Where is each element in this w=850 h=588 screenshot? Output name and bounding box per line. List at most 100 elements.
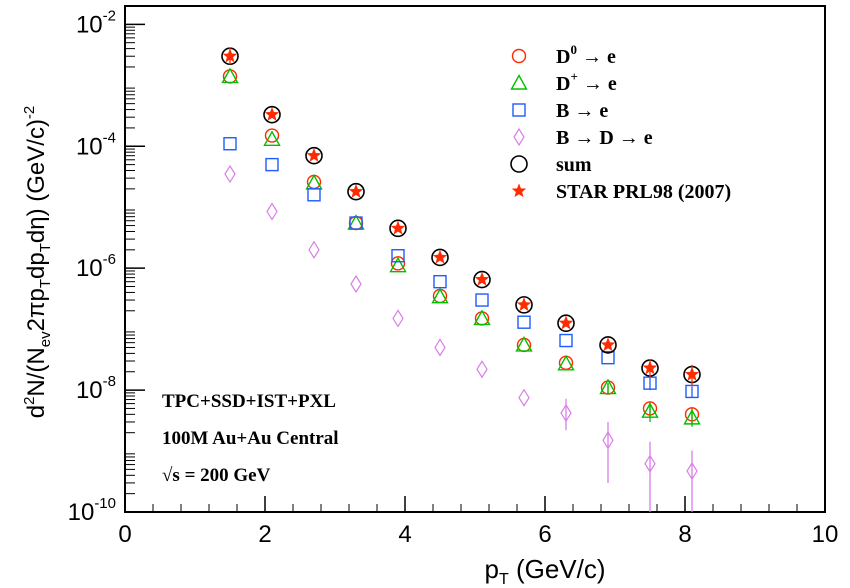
legend-marker: [510, 74, 528, 90]
annotation-block: TPC+SSD+IST+PXL 100M Au+Au Central √s = …: [162, 391, 339, 486]
legend: D0 → eD+ → e B → e B → D → e sum STAR PRL98 …: [510, 42, 731, 203]
data-point: [389, 219, 407, 238]
legend-marker: [511, 183, 527, 198]
data-point: [433, 274, 447, 289]
legend-marker: [510, 155, 528, 173]
data-point: [306, 174, 322, 190]
data-point: [224, 164, 236, 184]
legend-label: sum: [556, 154, 592, 176]
data-point: [350, 274, 362, 294]
y-tick-label: 10-2: [76, 7, 116, 38]
x-axis-label: pT (GeV/c): [484, 554, 605, 588]
series-2: [223, 137, 699, 399]
x-tick-label: 8: [678, 521, 691, 548]
data-point: [264, 128, 280, 143]
data-point: [266, 202, 278, 221]
data-point: [558, 355, 574, 371]
data-point: [602, 431, 614, 450]
data-point: [265, 157, 279, 172]
y-tick-label: 10-10: [68, 495, 116, 526]
data-point: [686, 461, 698, 481]
data-point: [349, 216, 363, 230]
data-point: [518, 388, 530, 407]
data-point: [431, 287, 449, 304]
data-point: [264, 106, 280, 121]
data-point: [473, 270, 491, 289]
data-point: [263, 105, 281, 124]
data-point: [644, 454, 656, 473]
data-point: [599, 336, 617, 354]
series-5: [222, 47, 700, 386]
y-tick-label: 10-4: [76, 129, 116, 160]
data-point: [305, 146, 323, 165]
x-axis-label-rest: (GeV/c): [509, 554, 606, 584]
data-point: [432, 288, 448, 304]
data-point: [223, 137, 237, 151]
plot-area-frame: [124, 5, 826, 513]
x-tick-label: 10: [812, 521, 839, 548]
data-point: [560, 403, 572, 423]
data-point: [684, 366, 700, 381]
data-point: [516, 297, 532, 312]
annotation-detector: TPC+SSD+IST+PXL: [162, 391, 336, 412]
data-series-layer: [221, 47, 701, 512]
data-point: [221, 67, 239, 84]
data-point: [391, 249, 405, 263]
data-point: [432, 249, 448, 264]
data-point: [559, 333, 573, 348]
legend-marker: [513, 127, 525, 147]
data-point: [685, 384, 699, 399]
data-point: [557, 314, 575, 333]
data-point: [517, 315, 531, 329]
x-axis-ticks: 0 2 4 6 8 10: [118, 496, 838, 548]
legend-marker: [512, 103, 526, 117]
annotation-events: 100M Au+Au Central: [162, 428, 339, 449]
x-axis-label-subscript: T: [499, 571, 509, 588]
x-tick-label: 0: [118, 521, 131, 548]
series-0: [222, 69, 700, 424]
legend-marker: [511, 48, 527, 64]
data-point: [515, 336, 533, 352]
data-point: [557, 354, 575, 371]
data-point: [431, 248, 449, 267]
data-point: [600, 337, 616, 352]
annotation-energy: √s = 200 GeV: [162, 465, 271, 486]
data-point: [642, 360, 658, 375]
data-point: [474, 271, 490, 286]
data-point: [347, 182, 365, 201]
x-tick-label: 6: [538, 521, 551, 548]
legend-label: D+ → e: [556, 69, 617, 95]
data-point: [558, 315, 574, 330]
data-point: [307, 188, 321, 202]
data-point: [683, 408, 701, 425]
data-point: [348, 183, 364, 198]
x-tick-label: 2: [258, 521, 271, 548]
legend-label: D0 → e: [556, 42, 616, 68]
data-point: [599, 378, 617, 395]
legend-label: B → e: [556, 100, 608, 122]
data-point: [476, 360, 488, 379]
data-point: [515, 296, 533, 314]
x-tick-label: 4: [398, 521, 411, 548]
y-axis-label: d2N/(Nev2πpTdpTdη) (GeV/c)-2: [21, 106, 54, 419]
legend-label: B → D → e: [556, 127, 653, 149]
data-point: [475, 293, 489, 307]
series-3: [224, 164, 698, 512]
data-point: [641, 402, 659, 418]
data-point: [390, 220, 406, 235]
data-point: [392, 309, 404, 328]
data-point: [389, 256, 407, 273]
data-point: [306, 148, 322, 162]
legend-label: STAR PRL98 (2007): [556, 181, 731, 203]
x-axis-label-main: p: [484, 554, 498, 584]
series-4: [221, 47, 701, 384]
y-tick-label: 10-6: [76, 251, 116, 282]
y-tick-label: 10-8: [76, 373, 116, 404]
y-axis-ticks: 10-2 10-4 10-6 10-8 10-10: [68, 5, 145, 526]
series-1: [221, 67, 701, 427]
data-point: [473, 309, 491, 326]
data-point: [222, 48, 238, 63]
data-point: [601, 350, 615, 365]
data-point: [263, 130, 281, 147]
